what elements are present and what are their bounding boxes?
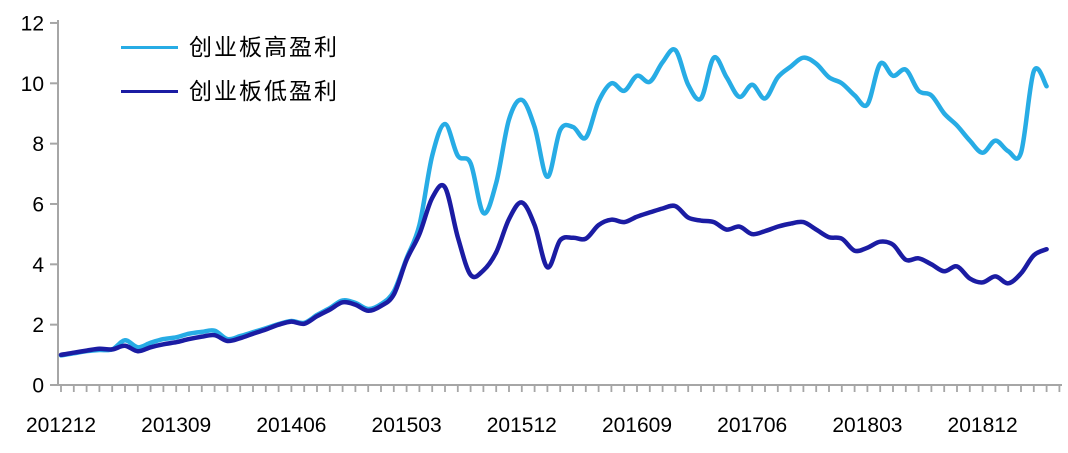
y-axis-label: 10 bbox=[21, 73, 44, 96]
series-line-low-profit bbox=[58, 182, 1049, 358]
x-axis-label: 201803 bbox=[832, 414, 902, 437]
x-axis-label: 201406 bbox=[256, 414, 326, 437]
x-axis-label: 201503 bbox=[372, 414, 442, 437]
legend-line-high-swatch bbox=[121, 45, 178, 49]
y-axis-label: 4 bbox=[32, 254, 44, 277]
x-axis-label: 201609 bbox=[602, 414, 672, 437]
legend-line-low-swatch bbox=[121, 89, 178, 93]
legend-label-low: 创业板低盈利 bbox=[189, 77, 339, 104]
x-axis-label: 201212 bbox=[26, 414, 96, 437]
x-axis-label: 201706 bbox=[717, 414, 787, 437]
legend: 创业板高盈利 创业板低盈利 bbox=[121, 25, 339, 113]
legend-label-high: 创业板高盈利 bbox=[189, 33, 339, 60]
y-axis-label: 12 bbox=[21, 12, 44, 35]
y-axis-label: 6 bbox=[32, 193, 44, 216]
x-axis-label: 201309 bbox=[141, 414, 211, 437]
x-axis-label: 201812 bbox=[948, 414, 1018, 437]
legend-item-high: 创业板高盈利 bbox=[121, 25, 339, 69]
legend-item-low: 创业板低盈利 bbox=[121, 69, 339, 113]
y-axis-label: 8 bbox=[32, 133, 44, 156]
y-axis-label: 0 bbox=[32, 375, 44, 398]
y-axis-label: 2 bbox=[32, 314, 44, 337]
x-axis-label: 201512 bbox=[487, 414, 557, 437]
